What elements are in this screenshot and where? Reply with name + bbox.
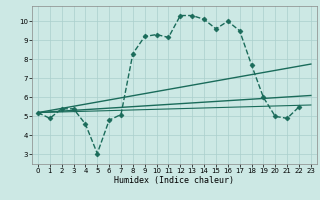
X-axis label: Humidex (Indice chaleur): Humidex (Indice chaleur) [115,176,234,185]
